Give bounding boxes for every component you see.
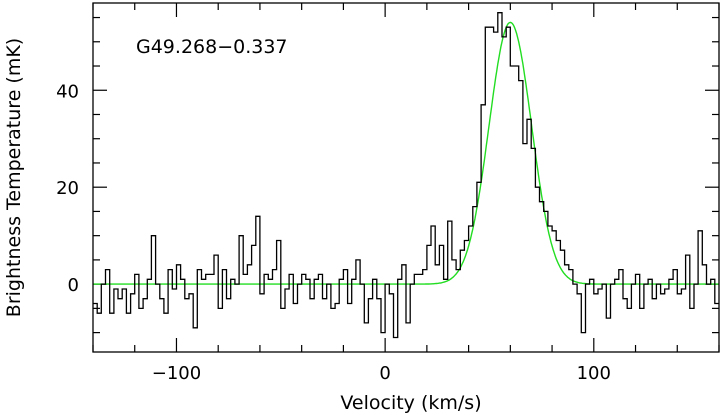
y-axis-label: Brightness Temperature (mK) xyxy=(3,38,25,317)
y-tick-label: 0 xyxy=(68,275,79,296)
x-axis-label: Velocity (km/s) xyxy=(340,392,481,414)
spectrum-steps-line xyxy=(93,12,719,339)
plot-frame xyxy=(92,2,720,353)
source-name-annotation: G49.268−0.337 xyxy=(136,36,288,58)
x-tick-label: 0 xyxy=(379,363,390,384)
x-tick-label: −100 xyxy=(152,363,201,384)
tick-labels: −100 0 100 0 20 40 xyxy=(56,81,611,384)
gaussian-fit-line xyxy=(93,21,719,285)
y-tick-label: 40 xyxy=(56,81,79,102)
y-tick-label: 20 xyxy=(56,178,79,199)
x-tick-label: 100 xyxy=(577,363,611,384)
